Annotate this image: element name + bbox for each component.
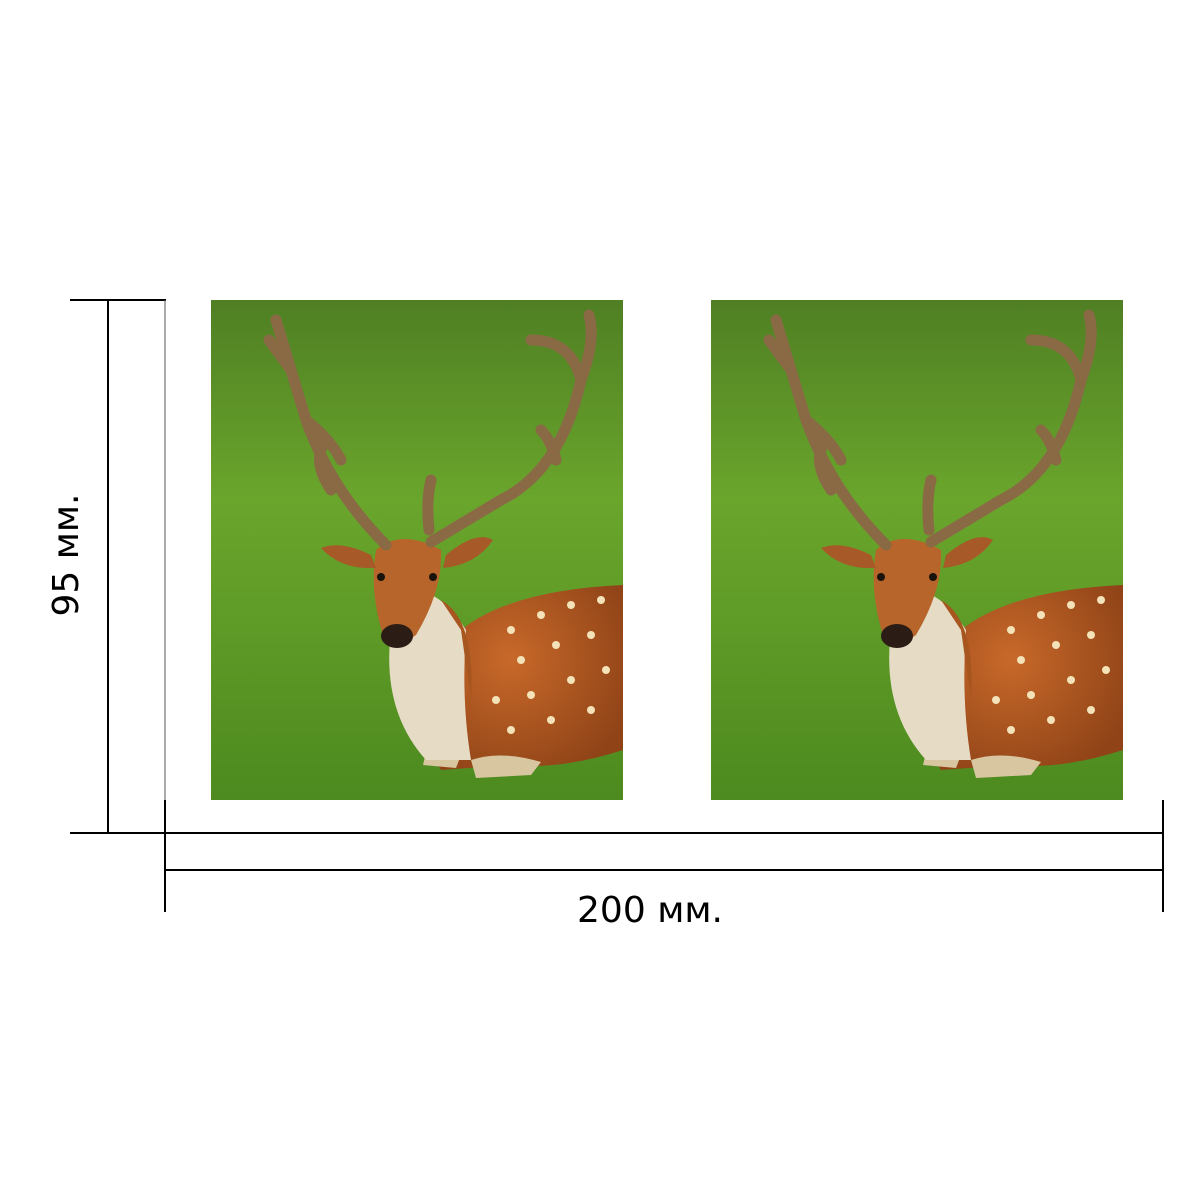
product-photo xyxy=(211,300,623,800)
width-label: 200 мм. xyxy=(577,890,723,931)
height-label: 95 мм. xyxy=(46,493,87,616)
product-photo xyxy=(711,300,1123,800)
